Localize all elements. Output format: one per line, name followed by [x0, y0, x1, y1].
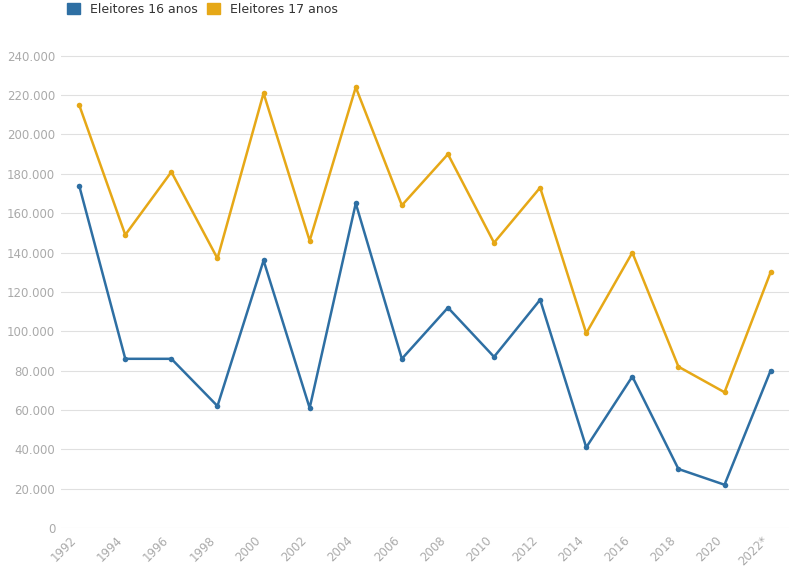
Legend: Eleitores 16 anos, Eleitores 17 anos: Eleitores 16 anos, Eleitores 17 anos — [67, 3, 338, 16]
